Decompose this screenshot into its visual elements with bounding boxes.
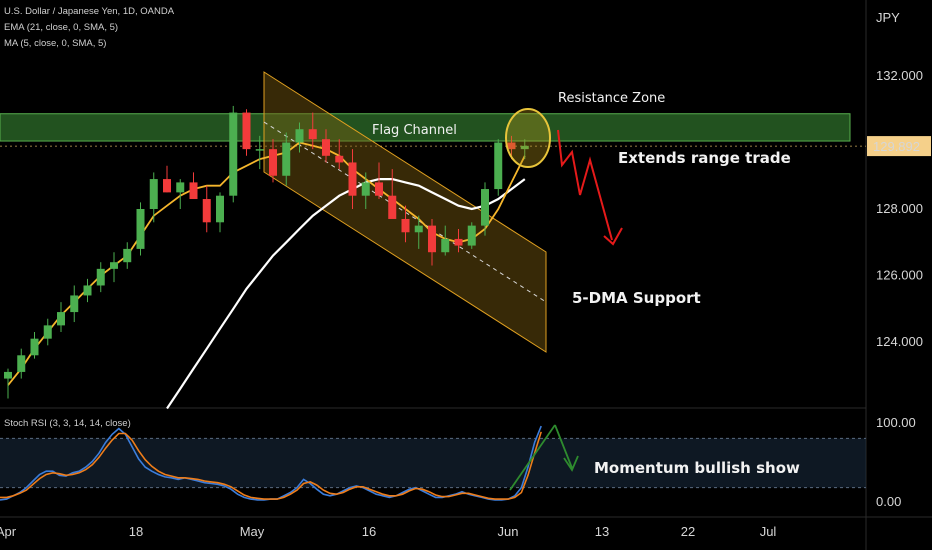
green-arrow-up <box>509 424 556 491</box>
candle-body <box>17 355 26 372</box>
resistance-zone-label: Resistance Zone <box>558 91 665 106</box>
price-tick-label: 126.000 <box>876 268 923 283</box>
candle-body <box>255 149 264 151</box>
annotations: Resistance Zone Flag Channel Extends range… <box>372 91 800 477</box>
candle-body <box>269 149 277 176</box>
candle-body <box>96 268 105 286</box>
stoch-d-line <box>0 431 542 500</box>
candle-body <box>401 218 410 233</box>
time-tick-label: 22 <box>681 524 695 539</box>
projection-arrows <box>557 129 623 246</box>
resistance-zone <box>0 113 851 142</box>
rsi-title: Stoch RSI (3, 3, 14, 14, close) <box>4 418 131 429</box>
price-tick-label: 128.000 <box>876 201 923 216</box>
ma5-line <box>7 141 526 386</box>
highlight-ellipse <box>505 108 551 168</box>
candle-body <box>216 195 224 223</box>
stoch-rsi-panel: Stoch RSI (3, 3, 14, 14, close) <box>0 418 866 501</box>
ema21-path <box>166 178 526 410</box>
ma5-path <box>7 141 526 386</box>
highlight-circle <box>505 108 551 168</box>
rsi-tick-100: 100.00 <box>876 415 916 430</box>
time-tick-label: 18 <box>129 524 143 539</box>
candle-body <box>202 199 211 223</box>
candle-body <box>481 189 489 226</box>
momentum-label: Momentum bullish show <box>594 459 800 477</box>
candle-body <box>454 238 463 246</box>
candle-body <box>295 129 304 143</box>
ema-legend: EMA (21, close, 0, SMA, 5) <box>4 22 119 33</box>
time-tick-label: 16 <box>362 524 376 539</box>
price-axis: JPY 132.000 128.000 126.000 124.000 129.892 10… <box>867 10 931 509</box>
candle-body <box>123 248 132 263</box>
extends-range-label: Extends range trade <box>618 149 791 167</box>
candle-body <box>414 225 423 233</box>
rsi-tick-0: 0.00 <box>876 494 901 509</box>
green-arrow-head <box>563 455 579 472</box>
rsi-band-fill <box>0 438 866 488</box>
time-tick-label: Apr <box>0 524 17 539</box>
candle-body <box>189 182 198 200</box>
candle-body <box>149 179 158 209</box>
candle-body <box>242 112 251 150</box>
flag-channel-label: Flag Channel <box>372 123 457 138</box>
ma-legend: MA (5, close, 0, SMA, 5) <box>4 38 107 49</box>
currency-label: JPY <box>876 10 900 25</box>
candle-body <box>136 209 145 249</box>
candle-body <box>57 312 65 326</box>
candle-body <box>4 371 12 379</box>
candle-body <box>308 129 317 140</box>
candle-body <box>388 195 397 219</box>
time-tick-label: May <box>240 524 265 539</box>
time-tick-label: Jul <box>760 524 777 539</box>
candle-body <box>520 145 529 150</box>
candle-body <box>163 179 171 193</box>
resistance-zone-band <box>0 113 851 142</box>
candle-body <box>70 295 79 313</box>
candle-body <box>83 285 92 296</box>
price-tick-label: 124.000 <box>876 334 923 349</box>
candle-body <box>428 225 436 253</box>
candle-body <box>507 142 516 150</box>
time-tick-label: Jun <box>498 524 519 539</box>
last-price-value: 129.892 <box>873 139 920 154</box>
candle-body <box>322 139 330 156</box>
last-price-tag <box>867 136 931 157</box>
green-arrow-down <box>554 424 573 469</box>
candle-body <box>110 262 118 269</box>
five-dma-support-label: 5-DMA Support <box>572 289 701 307</box>
candle-body <box>361 182 370 196</box>
candle-body <box>335 155 344 163</box>
candle-body <box>467 225 476 246</box>
candle-body <box>441 238 450 253</box>
candle-body <box>348 162 357 196</box>
instrument-title: U.S. Dollar / Japanese Yen, 1D, OANDA <box>4 6 175 17</box>
candle-body <box>43 325 52 339</box>
red-projection-path <box>557 129 613 241</box>
candle-body <box>494 142 503 190</box>
time-axis: Apr 18 May 16 Jun 13 22 Jul <box>0 524 776 539</box>
candle-body <box>176 182 185 193</box>
time-tick-label: 13 <box>595 524 609 539</box>
ema21-line <box>166 178 526 410</box>
red-arrow-head <box>603 227 623 246</box>
candle-body <box>282 142 291 176</box>
candles <box>4 105 529 399</box>
candle-body <box>375 182 383 196</box>
candle-body <box>229 112 238 196</box>
candle-body <box>30 338 39 356</box>
price-tick-label: 132.000 <box>876 68 923 83</box>
